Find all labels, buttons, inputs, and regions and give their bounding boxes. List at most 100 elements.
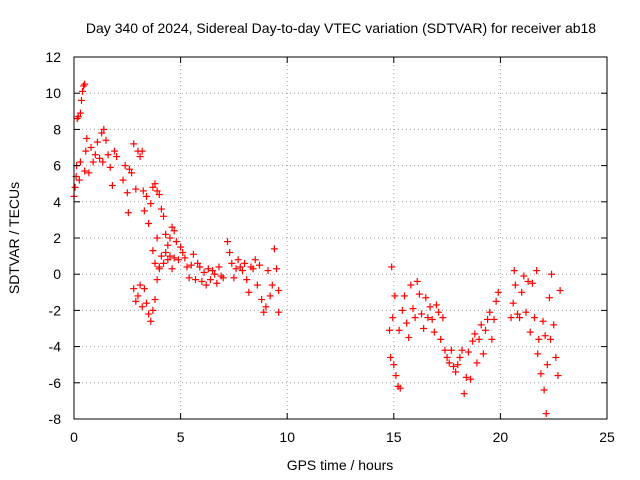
x-tick-label: 10 bbox=[279, 429, 295, 445]
data-point bbox=[139, 187, 147, 195]
data-point bbox=[128, 169, 136, 177]
data-point bbox=[471, 330, 479, 338]
data-point bbox=[179, 248, 187, 256]
data-point bbox=[96, 154, 104, 162]
data-point bbox=[275, 308, 283, 316]
y-tick-label: -8 bbox=[49, 411, 62, 427]
data-point bbox=[232, 265, 240, 273]
y-tick-label: 6 bbox=[53, 158, 61, 174]
data-point bbox=[142, 192, 150, 200]
data-point bbox=[516, 314, 524, 322]
data-point bbox=[155, 265, 163, 273]
data-point bbox=[253, 281, 261, 289]
data-point bbox=[219, 274, 227, 282]
data-point bbox=[238, 267, 246, 275]
data-point bbox=[81, 167, 89, 175]
y-tick-label: -6 bbox=[49, 375, 62, 391]
data-point bbox=[149, 306, 157, 314]
data-point bbox=[454, 361, 462, 369]
data-point bbox=[85, 169, 93, 177]
data-point bbox=[392, 372, 400, 380]
data-point bbox=[136, 153, 144, 161]
data-point bbox=[71, 183, 79, 191]
data-point bbox=[510, 267, 518, 275]
data-point bbox=[469, 337, 477, 345]
data-point bbox=[275, 286, 283, 294]
data-point bbox=[411, 314, 419, 322]
data-point bbox=[548, 270, 556, 278]
data-point bbox=[460, 390, 468, 398]
data-point bbox=[100, 125, 108, 133]
y-tick-label: 8 bbox=[53, 121, 61, 137]
data-point bbox=[153, 187, 161, 195]
y-tick-label: 4 bbox=[53, 194, 61, 210]
data-point bbox=[533, 267, 541, 275]
data-point bbox=[166, 234, 174, 242]
data-point bbox=[430, 328, 438, 336]
data-point bbox=[426, 303, 434, 311]
data-point bbox=[226, 248, 234, 256]
y-tick-label: 2 bbox=[53, 230, 61, 246]
data-point bbox=[185, 274, 193, 282]
data-point bbox=[102, 136, 110, 144]
data-point bbox=[524, 277, 532, 285]
data-point bbox=[74, 113, 82, 121]
data-point bbox=[400, 292, 408, 300]
data-point bbox=[418, 310, 426, 318]
data-point bbox=[241, 259, 249, 267]
data-point bbox=[79, 87, 87, 95]
data-point bbox=[224, 238, 232, 246]
data-point bbox=[409, 305, 417, 313]
data-point bbox=[522, 308, 530, 316]
data-point bbox=[149, 183, 157, 191]
data-point bbox=[507, 314, 515, 322]
y-tick-label: 0 bbox=[53, 266, 61, 282]
data-point bbox=[157, 205, 165, 213]
data-point bbox=[183, 263, 191, 271]
data-point bbox=[166, 252, 174, 260]
data-point bbox=[138, 303, 146, 311]
data-point bbox=[456, 353, 464, 361]
data-point bbox=[174, 256, 182, 264]
data-point bbox=[486, 308, 494, 316]
data-point bbox=[441, 346, 449, 354]
data-point bbox=[270, 245, 278, 253]
data-point bbox=[531, 314, 539, 322]
x-tick-label: 0 bbox=[70, 429, 78, 445]
data-point bbox=[452, 368, 460, 376]
data-point bbox=[535, 335, 543, 343]
data-point bbox=[511, 281, 519, 289]
data-point bbox=[273, 265, 281, 273]
data-points bbox=[70, 80, 564, 418]
x-axis-label: GPS time / hours bbox=[287, 457, 394, 473]
data-point bbox=[209, 267, 217, 275]
data-point bbox=[537, 370, 545, 378]
data-point bbox=[196, 263, 204, 271]
data-point bbox=[405, 334, 413, 342]
data-point bbox=[119, 176, 127, 184]
data-point bbox=[151, 180, 159, 188]
data-point bbox=[258, 296, 266, 304]
data-point bbox=[145, 220, 153, 228]
data-point bbox=[462, 373, 470, 381]
data-point bbox=[104, 151, 112, 159]
y-tick-label: 12 bbox=[45, 49, 61, 65]
data-point bbox=[390, 361, 398, 369]
data-point bbox=[202, 281, 210, 289]
data-point bbox=[488, 335, 496, 343]
data-point bbox=[99, 158, 107, 166]
data-point bbox=[542, 410, 550, 418]
data-point bbox=[541, 332, 549, 340]
data-point bbox=[492, 297, 500, 305]
data-point bbox=[160, 259, 168, 267]
data-point bbox=[123, 189, 131, 197]
data-point bbox=[435, 308, 443, 316]
data-point bbox=[391, 292, 399, 300]
data-point bbox=[264, 267, 272, 275]
data-point bbox=[153, 276, 161, 284]
x-tick-label: 5 bbox=[177, 429, 185, 445]
data-point bbox=[475, 335, 483, 343]
x-tick-label: 20 bbox=[493, 429, 509, 445]
data-point bbox=[168, 223, 176, 231]
